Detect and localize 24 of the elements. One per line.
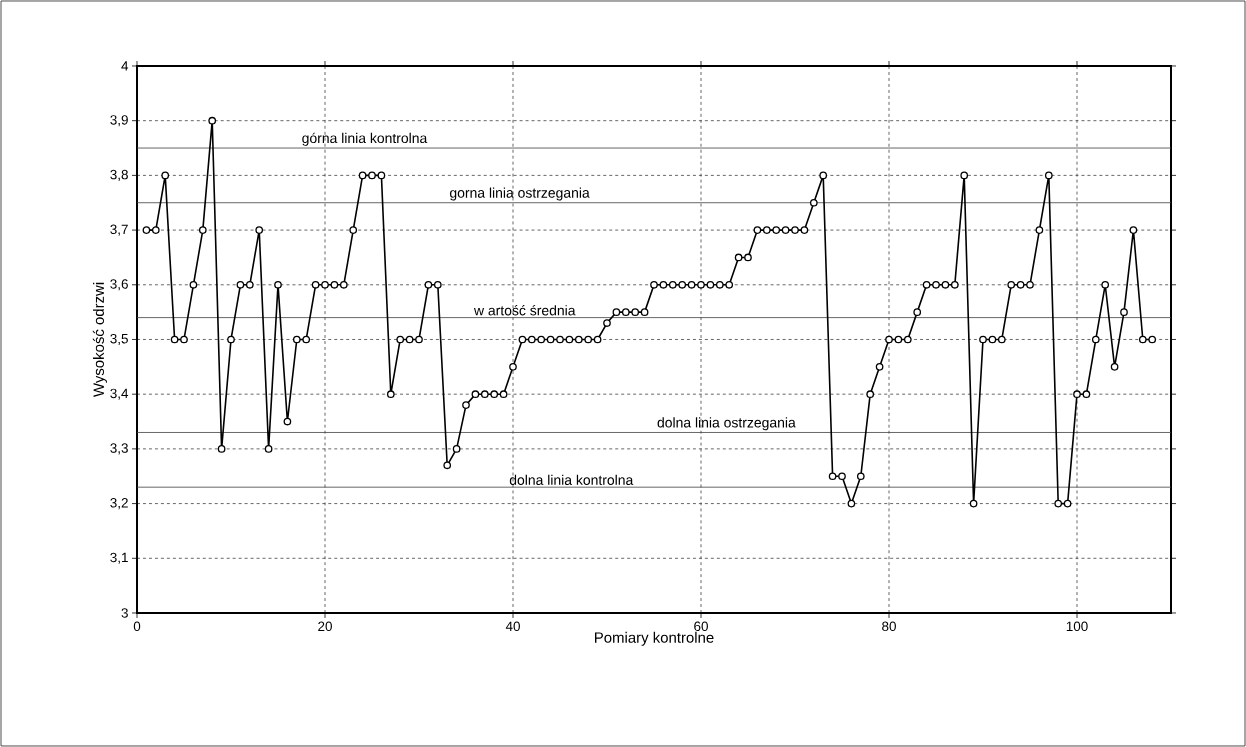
ref-line-label: w artość średnia bbox=[473, 304, 576, 316]
y-tick-label: 3,3 bbox=[110, 443, 128, 455]
ref-line-label: dolna linia ostrzegania bbox=[657, 417, 796, 431]
ref-line-label: gorna linia ostrzegania bbox=[449, 187, 590, 201]
x-tick-label: 100 bbox=[1066, 621, 1088, 632]
y-tick-label: 3,8 bbox=[110, 169, 128, 181]
y-tick-label: 3,5 bbox=[110, 333, 128, 346]
ref-line-label: górna linia kontrolna bbox=[302, 132, 428, 146]
x-tick-label: 80 bbox=[882, 621, 896, 632]
y-tick-label: 3,9 bbox=[110, 115, 128, 127]
y-tick-label: 3,6 bbox=[110, 279, 128, 291]
x-tick-label: 60 bbox=[694, 621, 708, 632]
ref-line-label: dolna linia kontrolna bbox=[509, 474, 634, 485]
y-tick-label: 4 bbox=[121, 61, 129, 71]
y-tick-label: 3,2 bbox=[110, 498, 128, 510]
x-tick-label: 20 bbox=[318, 621, 332, 632]
y-tick-label: 3,1 bbox=[110, 552, 128, 564]
x-axis-title: Pomiary kontrolne bbox=[595, 631, 714, 646]
y-tick-label: 3,4 bbox=[110, 388, 129, 400]
x-tick-label: 40 bbox=[505, 621, 520, 632]
y-tick-label: 3,7 bbox=[110, 224, 128, 236]
y-axis-title: Wysokość odrzwi bbox=[92, 282, 107, 398]
y-tick-label: 3 bbox=[121, 608, 128, 618]
x-tick-label: 0 bbox=[133, 621, 141, 632]
